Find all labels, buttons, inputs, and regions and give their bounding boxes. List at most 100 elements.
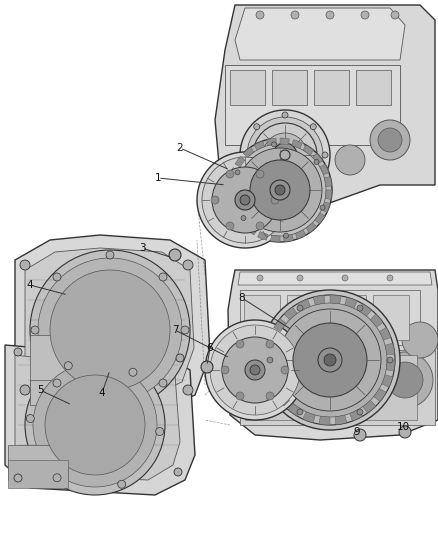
Polygon shape <box>315 213 325 224</box>
Circle shape <box>281 366 289 374</box>
Circle shape <box>342 275 348 281</box>
Circle shape <box>183 260 193 270</box>
Circle shape <box>235 190 255 210</box>
Circle shape <box>254 180 260 187</box>
Polygon shape <box>350 409 363 421</box>
Circle shape <box>242 152 248 158</box>
Circle shape <box>64 362 72 370</box>
Circle shape <box>314 159 319 165</box>
Circle shape <box>266 340 274 348</box>
Circle shape <box>169 249 181 261</box>
Circle shape <box>14 348 22 356</box>
Circle shape <box>357 305 363 311</box>
Circle shape <box>174 468 182 476</box>
Text: 10: 10 <box>396 422 410 432</box>
Text: 2: 2 <box>177 143 184 153</box>
Polygon shape <box>382 375 393 387</box>
Polygon shape <box>289 404 301 416</box>
Circle shape <box>129 368 137 376</box>
Polygon shape <box>215 5 435 210</box>
Polygon shape <box>325 176 332 187</box>
Circle shape <box>53 379 61 387</box>
Polygon shape <box>313 295 325 305</box>
Circle shape <box>254 124 260 130</box>
Circle shape <box>263 133 307 177</box>
Circle shape <box>256 222 264 230</box>
Circle shape <box>270 180 290 200</box>
Circle shape <box>106 401 114 409</box>
Polygon shape <box>321 202 330 212</box>
Bar <box>356 70 391 105</box>
Circle shape <box>159 273 167 281</box>
Circle shape <box>240 110 330 200</box>
Circle shape <box>275 185 285 195</box>
Circle shape <box>283 233 289 238</box>
Polygon shape <box>345 297 357 308</box>
Polygon shape <box>271 235 280 242</box>
Circle shape <box>291 11 299 19</box>
Circle shape <box>297 305 303 311</box>
Polygon shape <box>295 230 306 239</box>
Polygon shape <box>379 327 391 340</box>
Bar <box>8 460 68 488</box>
Polygon shape <box>5 345 195 495</box>
Polygon shape <box>228 270 438 440</box>
Circle shape <box>20 385 30 395</box>
Polygon shape <box>385 343 395 355</box>
Circle shape <box>197 152 293 248</box>
Circle shape <box>30 250 190 410</box>
Circle shape <box>236 392 244 400</box>
Polygon shape <box>265 365 275 377</box>
Text: 9: 9 <box>354 427 360 437</box>
Circle shape <box>266 392 274 400</box>
Circle shape <box>399 426 411 438</box>
Polygon shape <box>267 333 278 345</box>
Circle shape <box>201 361 213 373</box>
Circle shape <box>267 357 273 363</box>
Circle shape <box>256 170 264 178</box>
Circle shape <box>247 117 323 193</box>
Circle shape <box>310 124 316 130</box>
Circle shape <box>236 340 244 348</box>
Polygon shape <box>386 360 395 371</box>
Circle shape <box>159 379 167 387</box>
Circle shape <box>212 167 278 233</box>
Circle shape <box>297 409 303 415</box>
Polygon shape <box>370 314 383 327</box>
Polygon shape <box>235 8 405 60</box>
Circle shape <box>256 11 264 19</box>
Bar <box>287 295 323 340</box>
Polygon shape <box>228 193 236 204</box>
Bar <box>240 350 435 425</box>
Circle shape <box>280 150 290 160</box>
Bar <box>225 65 400 145</box>
Circle shape <box>245 360 265 380</box>
Text: 3: 3 <box>139 243 145 253</box>
Circle shape <box>250 160 310 220</box>
Polygon shape <box>320 164 329 175</box>
Text: 4: 4 <box>27 280 33 290</box>
Polygon shape <box>358 304 371 316</box>
Bar <box>230 70 265 105</box>
Bar <box>373 295 409 340</box>
Circle shape <box>370 120 410 160</box>
Polygon shape <box>15 355 180 480</box>
Circle shape <box>221 366 229 374</box>
Bar <box>8 445 68 480</box>
Circle shape <box>265 295 395 425</box>
Circle shape <box>273 303 387 417</box>
Text: 4: 4 <box>99 388 105 398</box>
Circle shape <box>322 152 328 158</box>
Circle shape <box>272 142 276 147</box>
Circle shape <box>253 123 317 187</box>
Circle shape <box>202 157 288 243</box>
Circle shape <box>210 325 300 415</box>
Circle shape <box>241 215 246 221</box>
Polygon shape <box>269 379 281 392</box>
Polygon shape <box>319 416 330 425</box>
Circle shape <box>326 11 334 19</box>
Circle shape <box>20 260 30 270</box>
Circle shape <box>205 320 305 420</box>
Polygon shape <box>267 138 276 146</box>
Circle shape <box>387 362 423 398</box>
